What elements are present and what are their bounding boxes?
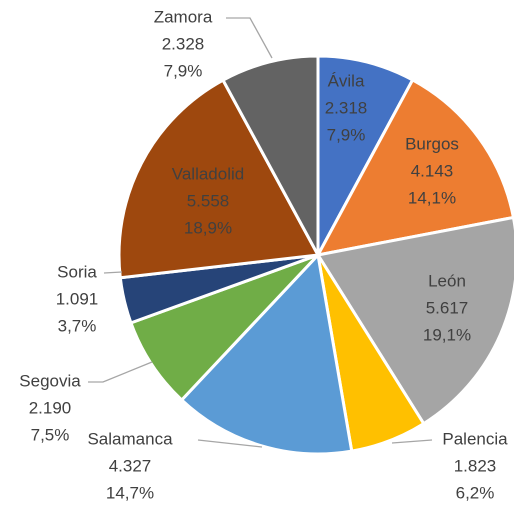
slice-label: Salamanca bbox=[87, 429, 173, 448]
percent-label: 6,2% bbox=[456, 483, 495, 502]
pie-slice bbox=[315, 215, 514, 426]
slice-label: Segovia bbox=[19, 371, 81, 390]
leader-line bbox=[197, 439, 263, 448]
percent-label: 7,9% bbox=[164, 61, 203, 80]
value-label: 4.143 bbox=[411, 161, 454, 180]
slice-label: Ávila bbox=[328, 71, 365, 90]
pie-slice bbox=[315, 77, 514, 258]
leader-line bbox=[103, 271, 123, 274]
value-label: 2.318 bbox=[325, 98, 368, 117]
percent-label: 3,7% bbox=[58, 316, 97, 335]
value-label: 2.328 bbox=[162, 34, 205, 53]
value-label: 2.190 bbox=[29, 398, 72, 417]
leader-line bbox=[226, 17, 273, 59]
percent-label: 14,1% bbox=[408, 188, 456, 207]
slice-label: Palencia bbox=[442, 429, 508, 448]
pie-slice bbox=[316, 54, 415, 256]
leader-line bbox=[391, 439, 433, 444]
value-label: 5.617 bbox=[426, 298, 469, 317]
value-label: 5.558 bbox=[187, 191, 230, 210]
percent-label: 7,9% bbox=[327, 125, 366, 144]
slice-label: Valladolid bbox=[172, 164, 244, 183]
percent-label: 19,1% bbox=[423, 325, 471, 344]
slice-label: León bbox=[428, 271, 466, 290]
slice-label: Zamora bbox=[154, 7, 213, 26]
slice-label: Burgos bbox=[405, 134, 459, 153]
value-label: 1.091 bbox=[56, 289, 99, 308]
leader-line bbox=[88, 361, 153, 383]
percent-label: 18,9% bbox=[184, 218, 232, 237]
slice-label: Soria bbox=[57, 262, 97, 281]
value-label: 4.327 bbox=[109, 456, 152, 475]
pie-slice bbox=[117, 78, 321, 280]
pie-slice bbox=[220, 54, 320, 256]
percent-label: 7,5% bbox=[31, 425, 70, 444]
pie-slice bbox=[179, 251, 354, 456]
percent-label: 14,7% bbox=[106, 483, 154, 502]
value-label: 1.823 bbox=[454, 456, 497, 475]
